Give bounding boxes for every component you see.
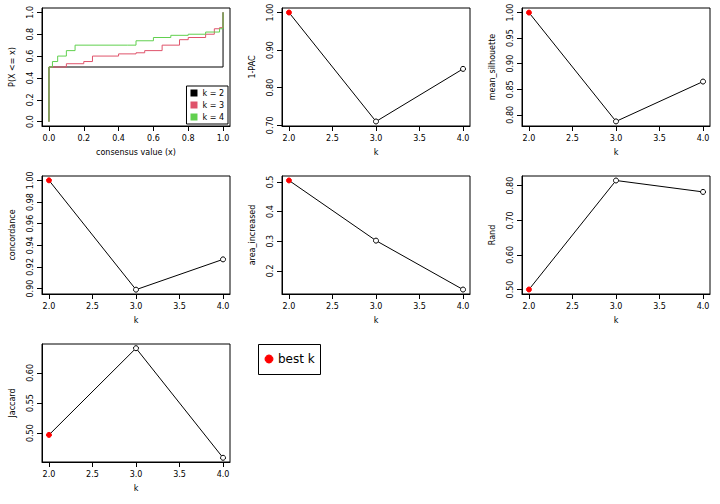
svg-text:0.50: 0.50 bbox=[506, 281, 515, 299]
svg-text:0.0: 0.0 bbox=[43, 134, 56, 143]
svg-text:0.70: 0.70 bbox=[266, 116, 275, 134]
svg-text:0.95: 0.95 bbox=[506, 29, 515, 47]
svg-text:2.0: 2.0 bbox=[43, 302, 56, 311]
svg-text:0.8: 0.8 bbox=[26, 28, 35, 41]
svg-text:area_increased: area_increased bbox=[248, 205, 257, 266]
svg-text:3.5: 3.5 bbox=[653, 134, 666, 143]
svg-text:2.5: 2.5 bbox=[326, 302, 339, 311]
svg-text:3.0: 3.0 bbox=[370, 134, 383, 143]
svg-text:P(X <= x): P(X <= x) bbox=[8, 47, 17, 87]
svg-text:3.0: 3.0 bbox=[610, 302, 623, 311]
svg-text:4.0: 4.0 bbox=[697, 134, 710, 143]
svg-text:0.94: 0.94 bbox=[26, 236, 35, 254]
svg-text:4.0: 4.0 bbox=[697, 302, 710, 311]
svg-text:0.2: 0.2 bbox=[26, 93, 35, 106]
svg-text:k: k bbox=[134, 316, 139, 325]
svg-text:4.0: 4.0 bbox=[217, 302, 230, 311]
svg-text:0.90: 0.90 bbox=[506, 55, 515, 73]
svg-text:0.6: 0.6 bbox=[26, 50, 35, 63]
svg-text:1.00: 1.00 bbox=[506, 4, 515, 22]
svg-text:1.00: 1.00 bbox=[26, 171, 35, 189]
svg-text:0.2: 0.2 bbox=[266, 265, 275, 278]
svg-text:3.0: 3.0 bbox=[130, 302, 143, 311]
svg-text:2.0: 2.0 bbox=[523, 302, 536, 311]
svg-text:k = 3: k = 3 bbox=[202, 101, 224, 110]
svg-text:4.0: 4.0 bbox=[457, 134, 470, 143]
svg-text:2.5: 2.5 bbox=[86, 302, 99, 311]
svg-text:0.0: 0.0 bbox=[26, 115, 35, 128]
svg-text:0.6: 0.6 bbox=[147, 134, 160, 143]
svg-text:1.0: 1.0 bbox=[217, 134, 230, 143]
svg-text:1-PAC: 1-PAC bbox=[248, 55, 257, 79]
svg-text:k: k bbox=[374, 316, 379, 325]
svg-text:k: k bbox=[374, 148, 379, 157]
svg-text:2.0: 2.0 bbox=[283, 134, 296, 143]
svg-text:0.70: 0.70 bbox=[506, 211, 515, 229]
svg-text:0.55: 0.55 bbox=[26, 394, 35, 412]
svg-text:2.0: 2.0 bbox=[43, 470, 56, 479]
svg-text:1.0: 1.0 bbox=[26, 6, 35, 19]
svg-text:0.90: 0.90 bbox=[26, 280, 35, 298]
svg-text:0.60: 0.60 bbox=[506, 246, 515, 264]
svg-text:2.0: 2.0 bbox=[523, 134, 536, 143]
svg-text:0.96: 0.96 bbox=[26, 215, 35, 233]
svg-text:Rand: Rand bbox=[488, 225, 497, 245]
svg-text:1.00: 1.00 bbox=[266, 4, 275, 22]
svg-text:0.80: 0.80 bbox=[506, 106, 515, 124]
svg-text:2.5: 2.5 bbox=[566, 134, 579, 143]
svg-text:0.2: 0.2 bbox=[77, 134, 90, 143]
svg-text:consensus value (x): consensus value (x) bbox=[96, 148, 176, 157]
svg-text:4.0: 4.0 bbox=[217, 470, 230, 479]
svg-text:k: k bbox=[134, 484, 139, 493]
svg-text:0.90: 0.90 bbox=[266, 41, 275, 59]
svg-text:k = 2: k = 2 bbox=[202, 89, 224, 98]
svg-text:4.0: 4.0 bbox=[457, 302, 470, 311]
svg-text:best k: best k bbox=[278, 352, 315, 366]
svg-text:0.8: 0.8 bbox=[182, 134, 195, 143]
svg-text:k: k bbox=[614, 316, 619, 325]
svg-text:3.0: 3.0 bbox=[370, 302, 383, 311]
svg-text:0.50: 0.50 bbox=[26, 424, 35, 442]
svg-text:mean_silhouette: mean_silhouette bbox=[488, 34, 497, 101]
svg-text:0.4: 0.4 bbox=[112, 134, 125, 143]
svg-text:0.85: 0.85 bbox=[506, 80, 515, 98]
svg-text:2.0: 2.0 bbox=[283, 302, 296, 311]
svg-text:0.80: 0.80 bbox=[506, 177, 515, 195]
svg-text:3.5: 3.5 bbox=[413, 134, 426, 143]
svg-text:0.80: 0.80 bbox=[266, 79, 275, 97]
svg-text:k: k bbox=[614, 148, 619, 157]
svg-text:0.5: 0.5 bbox=[266, 176, 275, 189]
svg-text:2.5: 2.5 bbox=[566, 302, 579, 311]
svg-text:2.5: 2.5 bbox=[326, 134, 339, 143]
svg-text:3.5: 3.5 bbox=[413, 302, 426, 311]
svg-text:0.60: 0.60 bbox=[26, 364, 35, 382]
svg-text:0.98: 0.98 bbox=[26, 193, 35, 211]
svg-text:3.0: 3.0 bbox=[130, 470, 143, 479]
svg-text:3.5: 3.5 bbox=[173, 470, 186, 479]
svg-text:2.5: 2.5 bbox=[86, 470, 99, 479]
svg-text:k = 4: k = 4 bbox=[202, 113, 224, 122]
svg-text:concordance: concordance bbox=[8, 209, 17, 260]
svg-text:0.92: 0.92 bbox=[26, 258, 35, 276]
svg-text:Jaccard: Jaccard bbox=[8, 388, 17, 418]
svg-text:3.0: 3.0 bbox=[610, 134, 623, 143]
svg-text:3.5: 3.5 bbox=[173, 302, 186, 311]
svg-text:0.3: 0.3 bbox=[266, 235, 275, 248]
svg-text:0.4: 0.4 bbox=[266, 205, 275, 218]
svg-text:3.5: 3.5 bbox=[653, 302, 666, 311]
svg-text:0.4: 0.4 bbox=[26, 72, 35, 85]
